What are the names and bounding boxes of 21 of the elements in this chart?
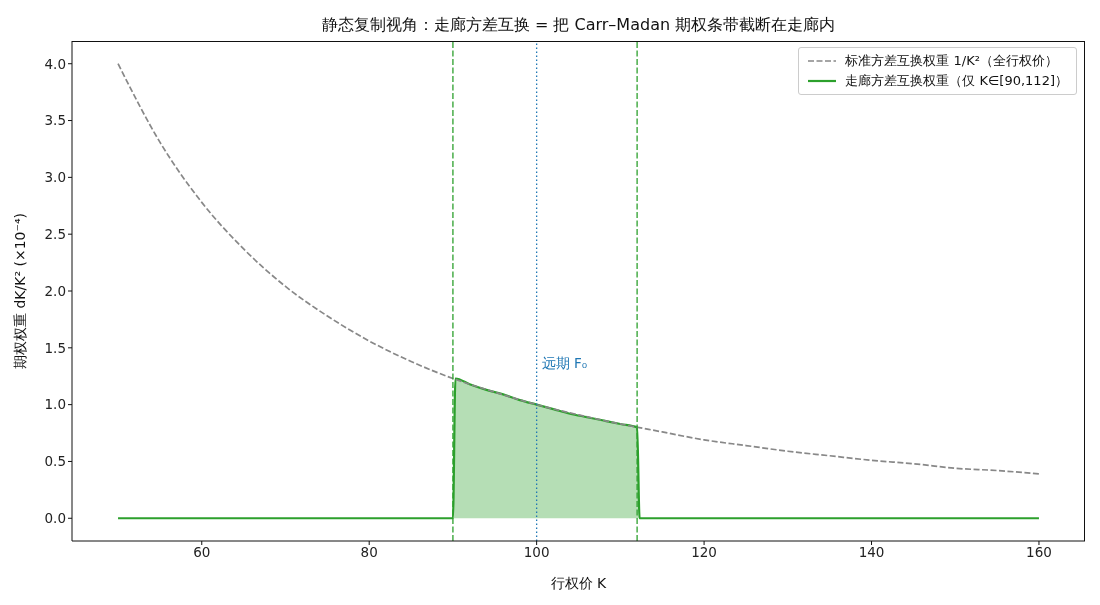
x-tick-label: 160 bbox=[1026, 543, 1052, 560]
y-tick-label: 3.0 bbox=[44, 169, 66, 186]
y-axis-title: 期权权重 dK/K² (×10⁻⁴) bbox=[11, 213, 28, 369]
legend-label: 标准方差互换权重 1/K²（全行权价） bbox=[845, 52, 1058, 70]
chart-title: 静态复制视角：走廊方差互换 = 把 Carr–Madan 期权条带截断在走廊内 bbox=[320, 14, 837, 36]
x-axis-title: 行权价 K bbox=[550, 575, 608, 591]
y-tick-label: 0.0 bbox=[44, 510, 66, 527]
legend-label: 走廊方差互换权重（仅 K∈[90,112]） bbox=[845, 72, 1068, 90]
x-tick-label: 80 bbox=[360, 543, 378, 560]
y-tick-label: 2.5 bbox=[44, 225, 66, 242]
ref-line-label: 远期 F₀ bbox=[541, 354, 588, 371]
x-tick-label: 60 bbox=[193, 543, 211, 560]
y-tick-label: 1.5 bbox=[44, 339, 66, 356]
x-tick-label: 140 bbox=[858, 543, 885, 560]
y-tick-label: 2.0 bbox=[44, 282, 66, 299]
y-tick-label: 3.5 bbox=[44, 112, 66, 129]
y-tick-label: 1.0 bbox=[44, 396, 66, 413]
y-tick-label: 4.0 bbox=[44, 55, 66, 72]
x-tick-label: 120 bbox=[691, 543, 717, 560]
x-tick-label: 100 bbox=[523, 543, 550, 560]
y-tick-label: 0.5 bbox=[44, 453, 66, 470]
